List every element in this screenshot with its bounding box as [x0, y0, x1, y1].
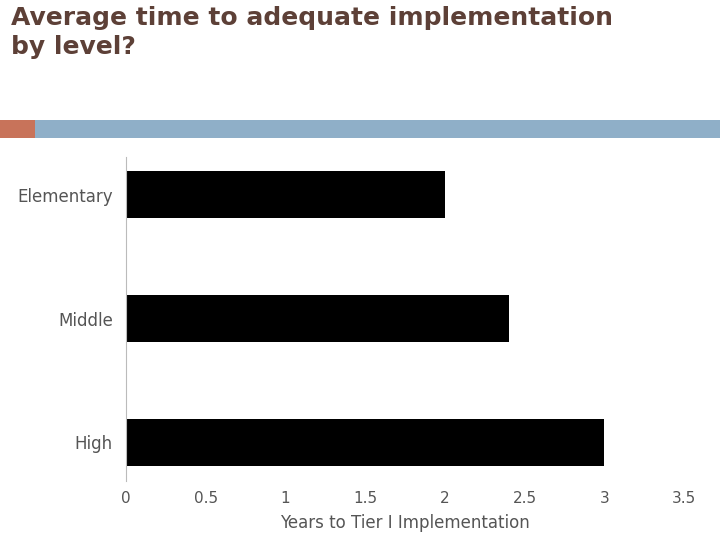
Bar: [126, 295, 508, 342]
Bar: [126, 171, 445, 218]
X-axis label: Years to Tier I Implementation: Years to Tier I Implementation: [280, 514, 530, 532]
Bar: [0, 120, 35, 138]
Bar: [126, 419, 604, 466]
Text: Average time to adequate implementation
by level?: Average time to adequate implementation …: [11, 6, 613, 59]
